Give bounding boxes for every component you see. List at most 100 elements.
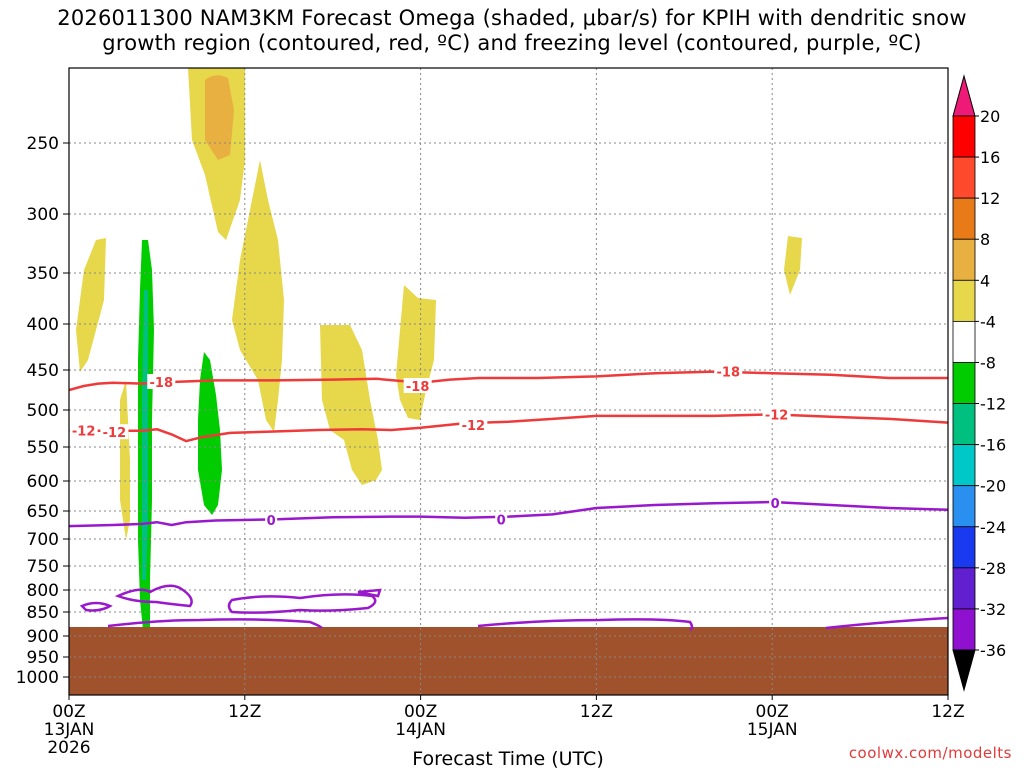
grid-lines	[68, 68, 949, 695]
contour-label-bg	[100, 424, 129, 440]
colorbar-label: -32	[980, 600, 1006, 619]
y-tick-label: 850	[27, 603, 59, 623]
contour-labels: -18 -18 -18 -12 -12 -12 -12 0 0 0	[69, 363, 791, 529]
colorbar: 20 16 12 8 4 -4 -8 -12 -16 -20 -24 -28 -32 -36	[952, 74, 1006, 692]
contour-freezing-level-0	[69, 500, 948, 528]
colorbar-swatch	[952, 320, 976, 363]
colorbar-swatch	[952, 156, 976, 199]
freezing-level-blob	[477, 618, 694, 632]
freezing-level-blob	[107, 618, 323, 629]
y-tick-label: 600	[27, 472, 59, 492]
y-tick-label: 500	[27, 401, 59, 421]
colorbar-swatch	[952, 238, 976, 281]
colorbar-top-arrow	[952, 74, 976, 117]
colorbar-swatch	[952, 608, 976, 651]
omega-region-positive-strong	[205, 75, 234, 160]
y-tick-label: 250	[27, 134, 59, 154]
omega-region-positive	[784, 236, 802, 295]
colorbar-label: -36	[980, 641, 1006, 660]
contour-label: -18	[717, 366, 741, 381]
colorbar-label: 8	[980, 230, 990, 249]
contour-label: 0	[497, 513, 506, 528]
terrain-fill	[69, 627, 948, 695]
contour-label: -12	[72, 425, 96, 440]
colorbar-label: 4	[980, 271, 990, 290]
freezing-level-blob	[357, 588, 382, 598]
colorbar-swatch	[952, 444, 976, 487]
contour-label: -12	[462, 419, 486, 434]
y-tick-label: 350	[27, 264, 59, 284]
x-tick-year: 2026	[47, 738, 90, 758]
y-tick-label: 950	[27, 648, 59, 668]
contour-label: -12	[765, 408, 789, 423]
chart-title-line1: 2026011300 NAM3KM Forecast Omega (shaded…	[57, 6, 967, 30]
contour-label: -12	[103, 426, 127, 441]
freezing-level-blob	[114, 584, 193, 608]
contour-label-bg	[714, 363, 743, 379]
colorbar-label: 20	[980, 107, 1000, 126]
y-tick-label: 400	[27, 315, 59, 335]
x-tick-label: 00Z	[404, 702, 437, 722]
colorbar-label: -20	[980, 477, 1006, 496]
contour-label-bg	[762, 406, 791, 422]
freezing-level-blob	[825, 616, 948, 630]
contour-label-bg	[495, 511, 508, 527]
omega-region-positive	[76, 238, 106, 372]
omega-region-negative	[198, 352, 222, 515]
y-tick-label: 750	[27, 557, 59, 577]
colorbar-label: -24	[980, 518, 1006, 537]
colorbar-swatch	[952, 567, 976, 610]
x-tick-label: 00Z	[52, 702, 85, 722]
contour-label-bg	[769, 495, 782, 511]
omega-region-positive	[120, 380, 130, 540]
contour-label-bg	[403, 378, 432, 393]
omega-region-negative-strong	[142, 290, 148, 580]
omega-shading	[76, 68, 802, 640]
contour-label: 0	[771, 497, 780, 512]
x-tick-date: 15JAN	[747, 720, 798, 740]
chart-title-line2: growth region (contoured, red, ºC) and f…	[102, 31, 922, 55]
colorbar-swatch	[952, 526, 976, 569]
contour-label: -18	[150, 376, 174, 391]
colorbar-swatch	[952, 362, 976, 404]
y-tick-label: 1000	[16, 668, 59, 688]
y-tick-label: 800	[27, 581, 59, 601]
y-tick-label: 900	[27, 627, 59, 647]
colorbar-label: -28	[980, 559, 1006, 578]
credit-text: coolwx.com/modelts	[848, 744, 1012, 762]
x-tick-label: 12Z	[931, 702, 964, 722]
y-tick-label: 300	[27, 205, 59, 225]
contour-label-bg	[147, 374, 176, 389]
plot-frame	[68, 67, 949, 696]
colorbar-swatch	[952, 485, 976, 528]
contour-label: -18	[406, 380, 430, 395]
omega-region-positive	[232, 160, 284, 432]
colorbar-swatch	[952, 279, 976, 322]
x-axis-title: Forecast Time (UTC)	[412, 748, 603, 768]
x-tick-date: 13JAN	[44, 720, 95, 740]
y-tick-label: 700	[27, 530, 59, 550]
y-tick-label: 550	[27, 438, 59, 458]
x-tick-label: 12Z	[580, 702, 613, 722]
colorbar-swatch	[952, 197, 976, 240]
contour-label-bg	[69, 422, 98, 438]
contour-dgz-minus12	[69, 413, 948, 443]
colorbar-swatch	[952, 115, 976, 158]
colorbar-label: -12	[980, 395, 1006, 414]
colorbar-label: -8	[980, 353, 996, 372]
colorbar-swatch	[952, 403, 976, 446]
omega-region-positive	[396, 285, 436, 420]
colorbar-label: 16	[980, 148, 1000, 167]
omega-region-positive	[320, 325, 382, 485]
colorbar-label: 12	[980, 189, 1000, 208]
x-tick-label: 00Z	[756, 702, 789, 722]
x-tick-date: 14JAN	[395, 720, 446, 740]
y-tick-label: 450	[27, 361, 59, 381]
contour-label: 0	[267, 514, 276, 529]
colorbar-label: -4	[980, 312, 996, 331]
freezing-level-blob	[227, 593, 377, 614]
colorbar-bottom-arrow	[952, 649, 976, 692]
freezing-level-blob	[79, 601, 113, 612]
